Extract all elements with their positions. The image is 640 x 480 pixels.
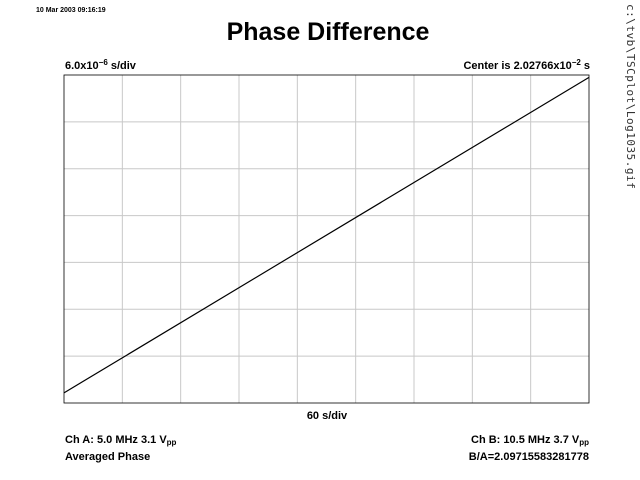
- channel-b-info: Ch B: 10.5 MHz 3.7 Vpp B/A=2.09715583281…: [469, 433, 589, 464]
- phase-difference-line: [63, 76, 590, 394]
- x-axis-label: 60 s/div: [306, 410, 348, 422]
- chart-title: Phase Difference: [226, 18, 430, 46]
- file-path-label: c:\tvb\TSCplot\Log1035.gif: [624, 4, 637, 190]
- y-scale-prefix: 6.0x10: [65, 60, 99, 72]
- channel-a-info: Ch A: 5.0 MHz 3.1 Vpp Averaged Phase: [65, 433, 176, 464]
- series-group: [63, 76, 590, 394]
- ratio-readout: B/A=2.09715583281778: [468, 451, 589, 463]
- channel-b-label: Ch B: 10.5 MHz 3.7 Vpp: [469, 433, 589, 450]
- y-scale-suffix: s/div: [107, 60, 136, 72]
- y-scale-exponent: −6: [98, 58, 108, 67]
- channel-a-text: Ch A: 5.0 MHz 3.1 V: [65, 434, 167, 446]
- averaging-mode: Averaged Phase: [65, 451, 151, 463]
- channel-b-unit-sub: pp: [579, 438, 589, 447]
- plot-frame: [63, 74, 590, 404]
- center-label: Center is 2.02766x10−2 s: [463, 58, 590, 72]
- channel-b-text: Ch B: 10.5 MHz 3.7 V: [471, 434, 580, 446]
- timestamp: 10 Mar 2003 09:16:19: [36, 7, 106, 14]
- channel-a-label: Ch A: 5.0 MHz 3.1 Vpp: [65, 433, 176, 450]
- grid: [64, 75, 589, 403]
- y-scale-label: 6.0x10−6 s/div: [65, 58, 136, 72]
- channel-a-unit-sub: pp: [166, 438, 177, 447]
- center-suffix: s: [580, 60, 590, 72]
- center-prefix: Center is 2.02766x10: [463, 60, 572, 72]
- center-exponent: −2: [571, 58, 581, 67]
